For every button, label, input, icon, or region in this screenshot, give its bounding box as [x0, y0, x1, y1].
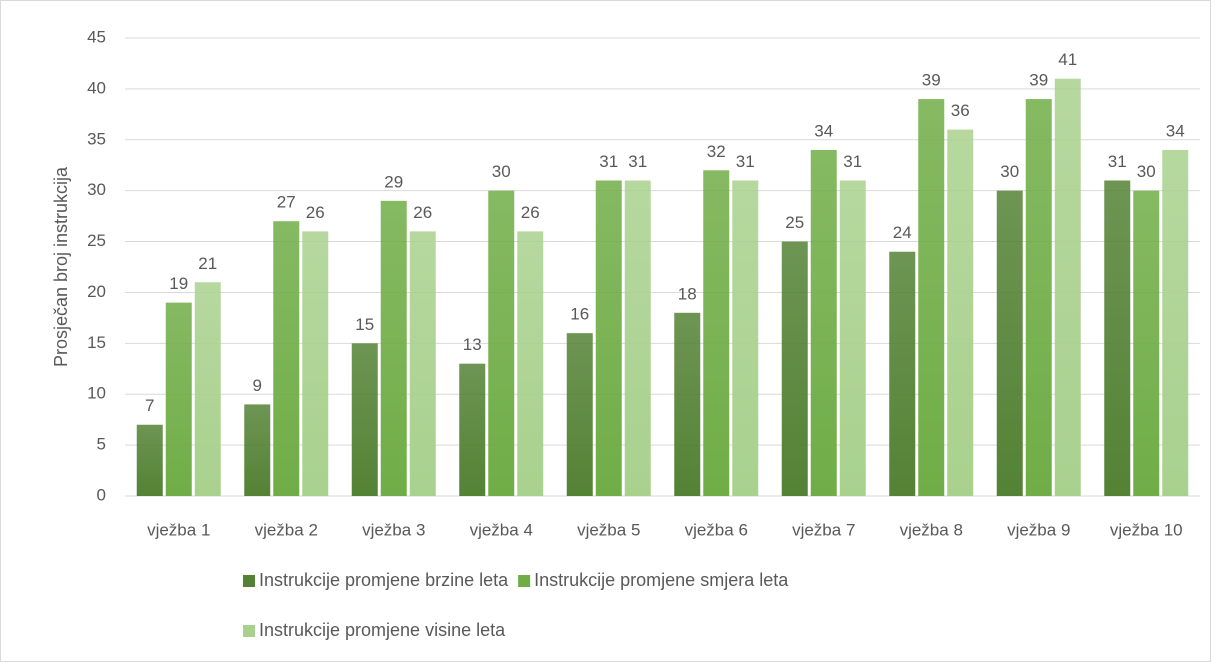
data-label: 26 [521, 203, 540, 222]
y-tick-label: 30 [87, 180, 106, 199]
data-label: 15 [355, 315, 374, 334]
data-label: 9 [253, 376, 262, 395]
data-label: 29 [384, 172, 403, 191]
bar [517, 231, 544, 496]
y-tick-label: 35 [87, 129, 106, 148]
bar [351, 343, 378, 496]
bar [732, 180, 759, 496]
data-label: 16 [570, 305, 589, 324]
y-tick-label: 20 [87, 282, 106, 301]
data-label: 31 [843, 152, 862, 171]
data-label: 34 [814, 121, 833, 140]
x-tick-label: vježba 10 [1110, 520, 1183, 539]
legend-swatch [518, 575, 531, 587]
bar [488, 190, 515, 496]
data-label: 34 [1166, 121, 1185, 140]
data-label: 31 [1108, 152, 1127, 171]
x-tick-label: vježba 3 [362, 520, 425, 539]
data-label: 27 [277, 193, 296, 212]
data-label: 7 [145, 396, 154, 415]
bar [1104, 180, 1131, 496]
data-label: 13 [463, 335, 482, 354]
y-tick-label: 10 [87, 384, 106, 403]
legend-label: Instrukcije promjene smjera leta [534, 570, 789, 590]
y-tick-label: 15 [87, 333, 106, 352]
data-label: 41 [1058, 50, 1077, 69]
y-tick-label: 5 [97, 435, 106, 454]
bar [459, 363, 486, 496]
data-label: 26 [413, 203, 432, 222]
x-tick-label: vježba 6 [685, 520, 748, 539]
data-label: 39 [922, 71, 941, 90]
data-label: 36 [951, 101, 970, 120]
bar [1162, 149, 1189, 496]
bar [889, 251, 916, 496]
data-label: 30 [1137, 162, 1156, 181]
bar [996, 190, 1023, 496]
x-tick-label: vježba 2 [255, 520, 318, 539]
data-label: 31 [628, 152, 647, 171]
bar [194, 282, 221, 496]
bar [781, 241, 808, 496]
x-tick-label: vježba 5 [577, 520, 640, 539]
bar [624, 180, 651, 496]
legend-swatch [243, 625, 255, 637]
y-axis-label: Prosječan broj instrukcija [51, 166, 71, 367]
data-label: 30 [492, 162, 511, 181]
bar [380, 200, 407, 496]
bar [165, 302, 192, 496]
bar [674, 312, 701, 496]
data-label: 25 [785, 213, 804, 232]
y-tick-label: 40 [87, 78, 106, 97]
bar [566, 333, 593, 496]
legend-label: Instrukcije promjene visine leta [259, 620, 506, 640]
y-tick-label: 45 [87, 27, 106, 46]
data-label: 31 [736, 152, 755, 171]
bar [1025, 99, 1052, 497]
bar [839, 180, 866, 496]
bar [1054, 78, 1081, 496]
y-tick-label: 0 [97, 485, 106, 504]
x-tick-label: vježba 1 [147, 520, 210, 539]
legend-item: Instrukcije promjene brzine leta [243, 570, 509, 590]
data-label: 26 [306, 203, 325, 222]
bar [947, 129, 974, 496]
bar [136, 424, 163, 496]
data-label: 39 [1029, 71, 1048, 90]
legend-item: Instrukcije promjene visine leta [243, 620, 506, 640]
bar [273, 221, 300, 496]
bar [595, 180, 622, 496]
bar [409, 231, 436, 496]
x-tick-label: vježba 9 [1007, 520, 1070, 539]
bar [703, 170, 730, 497]
data-label: 31 [599, 152, 618, 171]
bar [810, 149, 837, 496]
x-tick-label: vježba 4 [470, 520, 533, 539]
bar [244, 404, 271, 496]
bar [1133, 190, 1160, 496]
x-tick-label: vježba 7 [792, 520, 855, 539]
legend-item: Instrukcije promjene smjera leta [518, 570, 789, 590]
data-label: 19 [169, 274, 188, 293]
legend-label: Instrukcije promjene brzine leta [259, 570, 509, 590]
y-tick-label: 25 [87, 231, 106, 250]
bar [302, 231, 329, 496]
data-label: 18 [678, 284, 697, 303]
data-label: 21 [198, 254, 217, 273]
x-tick-label: vježba 8 [900, 520, 963, 539]
data-label: 32 [707, 142, 726, 161]
bar [918, 99, 945, 497]
legend-swatch [243, 575, 255, 587]
data-label: 24 [893, 223, 912, 242]
data-label: 30 [1000, 162, 1019, 181]
